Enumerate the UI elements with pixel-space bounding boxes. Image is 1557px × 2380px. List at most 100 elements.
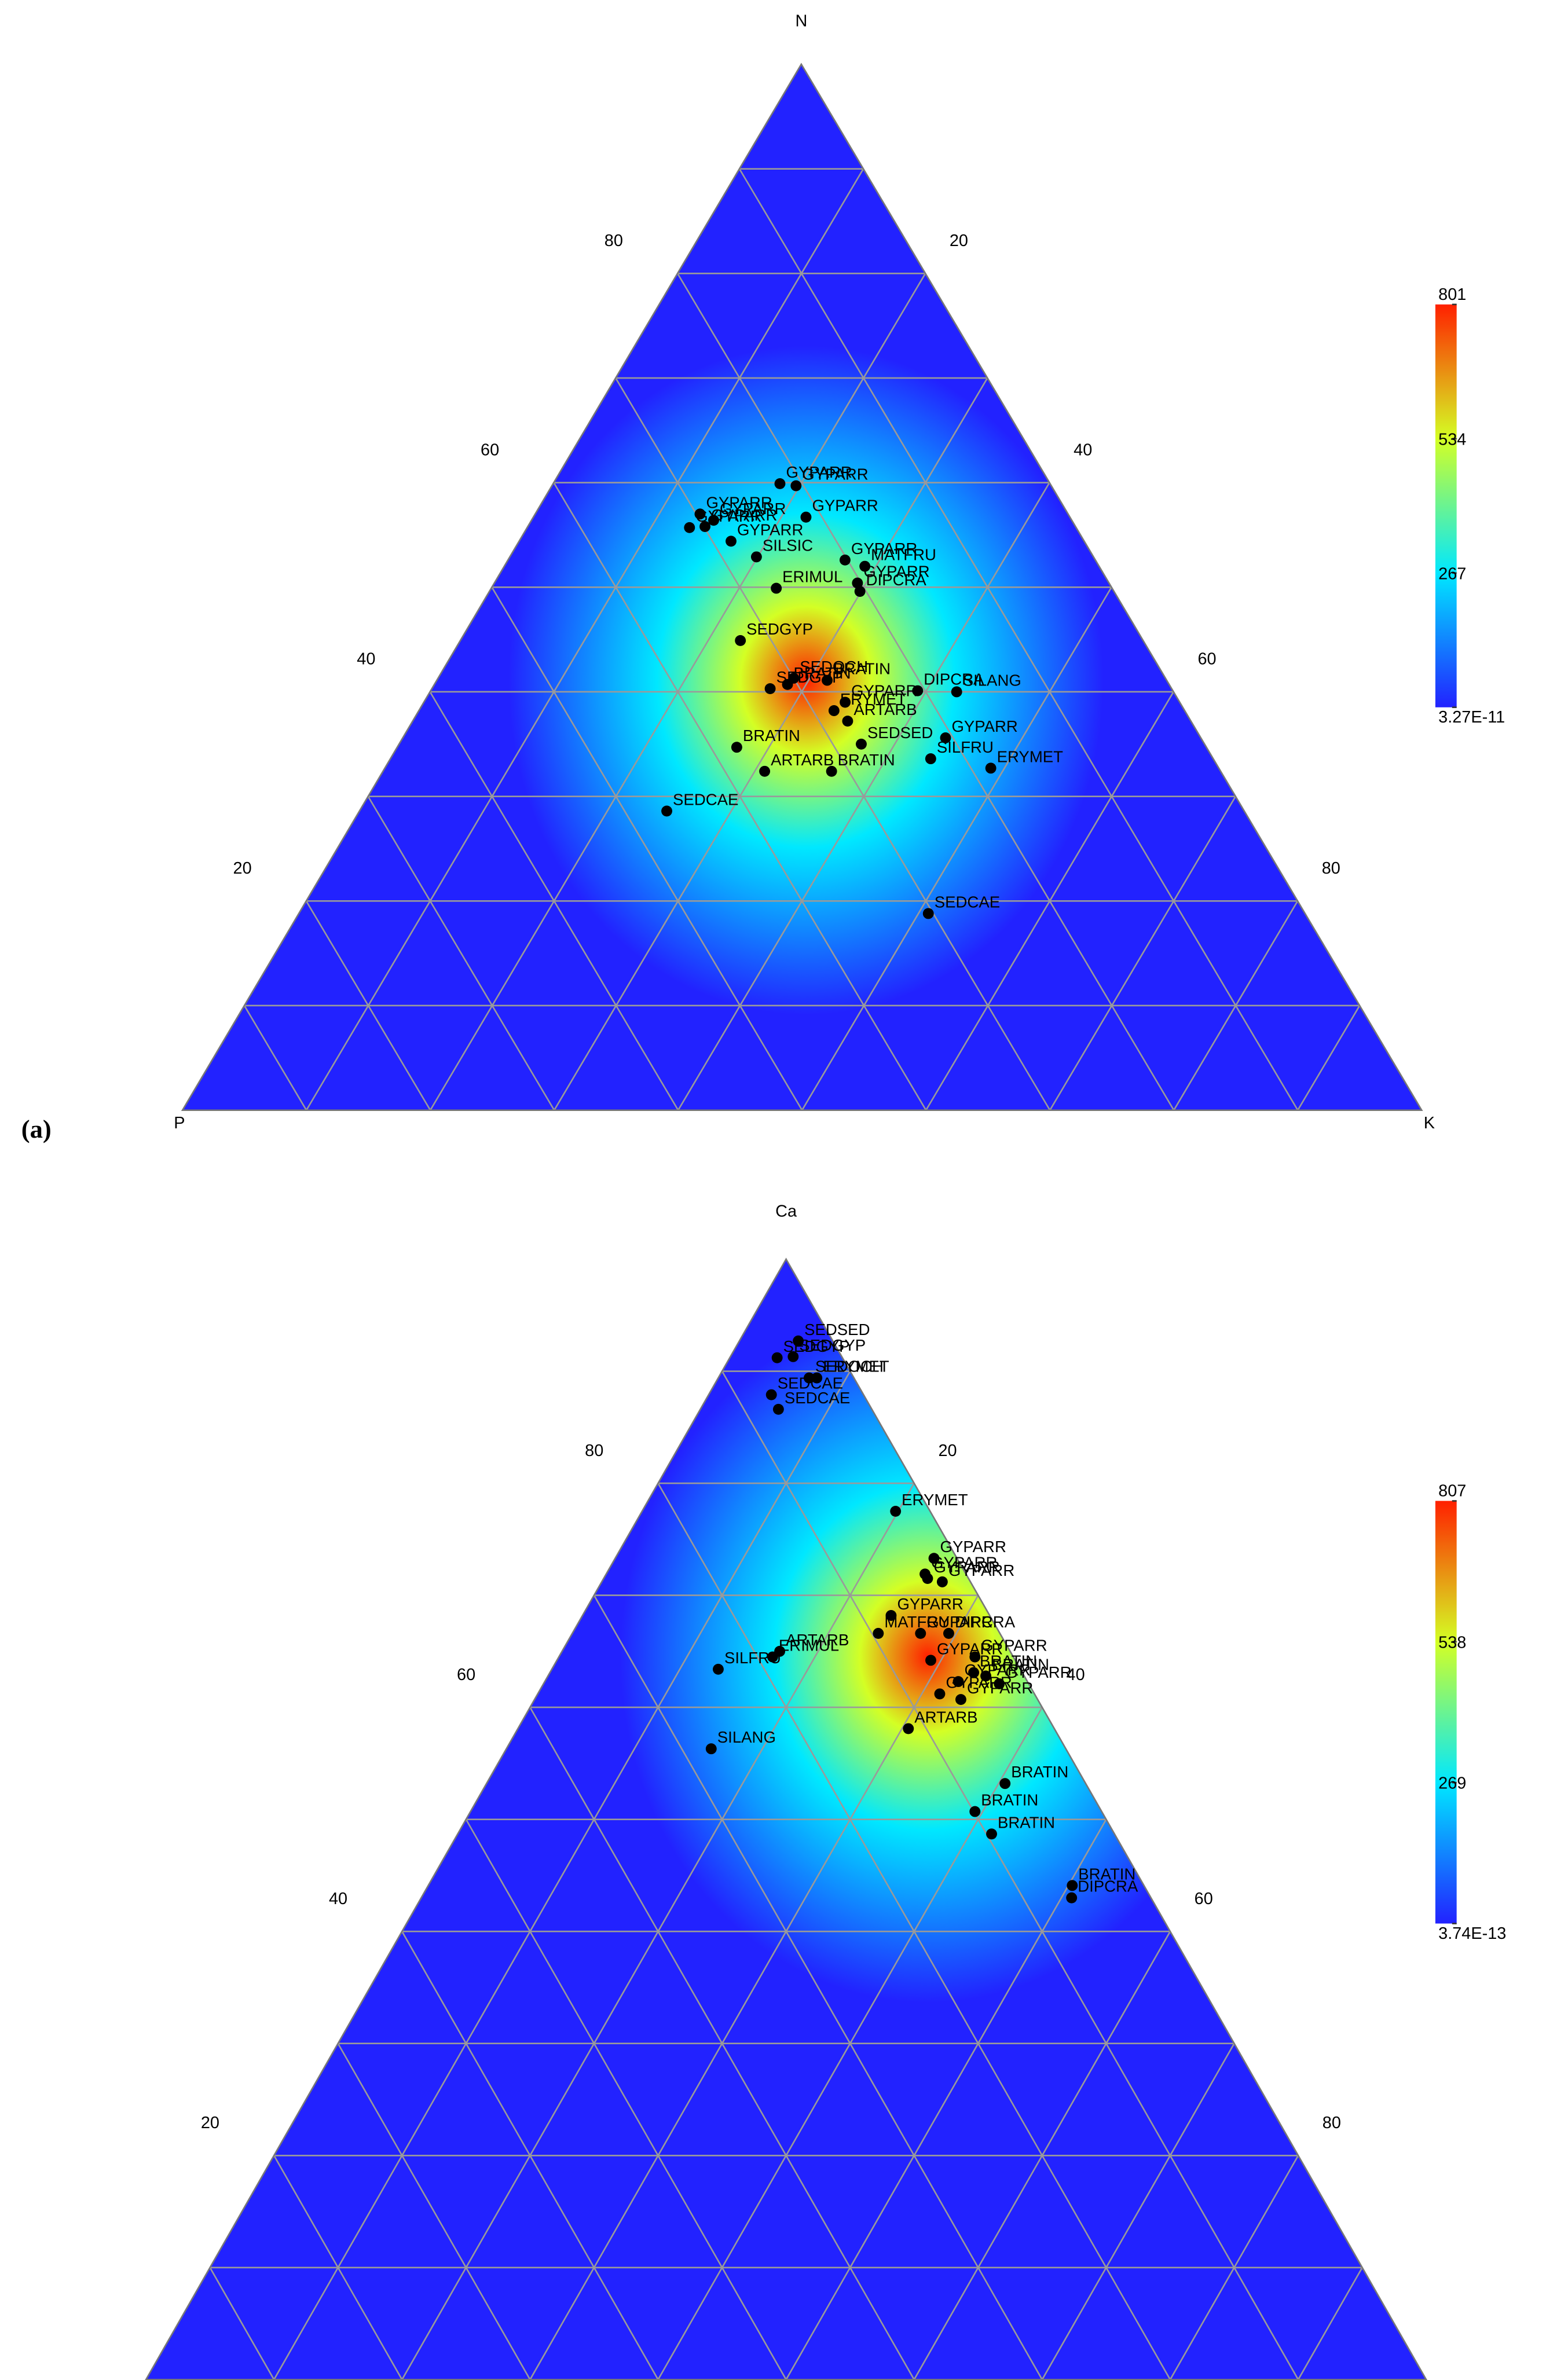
- data-point: [968, 1667, 980, 1678]
- grid-line: [1041, 2043, 1235, 2380]
- grid-line: [554, 377, 988, 1111]
- point-label: GYPARR: [897, 1595, 963, 1613]
- data-point: [925, 753, 936, 765]
- point-label: GYPARR: [706, 493, 772, 511]
- right-tick-label: 80: [1322, 2114, 1341, 2132]
- data-point: [787, 1351, 799, 1362]
- data-point: [854, 586, 866, 597]
- left-tick-label: 80: [585, 1442, 603, 1460]
- point-label: GYPARR: [948, 1561, 1014, 1579]
- left-tick-label: 60: [457, 1666, 475, 1684]
- point-label: SEDCAE: [778, 1374, 843, 1392]
- data-point: [985, 762, 997, 774]
- data-point: [859, 560, 871, 572]
- data-point: [928, 1553, 940, 1564]
- left-tick-label: 40: [329, 1890, 347, 1908]
- data-point: [890, 1505, 902, 1517]
- data-point: [934, 1688, 946, 1700]
- axis-label: P: [174, 1114, 185, 1132]
- point-label: SEDCAE: [935, 893, 1000, 911]
- data-point: [771, 582, 782, 594]
- ternary-frame: [145, 1257, 1428, 2380]
- data-point: [940, 732, 951, 743]
- point-label: DIPCRA: [1078, 1877, 1138, 1895]
- right-tick-label: 20: [938, 1442, 957, 1460]
- data-point: [1067, 1880, 1078, 1891]
- point-label: GYPARR: [937, 1640, 1003, 1657]
- data-point: [767, 1651, 778, 1663]
- data-point: [925, 1655, 936, 1666]
- point-label: SILANG: [717, 1728, 776, 1746]
- grid-line: [465, 1819, 787, 2380]
- data-point: [994, 1678, 1005, 1689]
- left-tick-label: 60: [481, 441, 499, 459]
- density-heatmap: [508, 346, 1104, 1015]
- colorbar-tick-label: 807: [1438, 1482, 1466, 1501]
- data-point: [822, 674, 833, 686]
- axis-label: K: [1424, 1114, 1435, 1132]
- point-label: SILFRU: [724, 1649, 781, 1667]
- point-label: SEDCAE: [785, 1389, 850, 1407]
- ternary-frame: [181, 63, 1423, 1111]
- point-label: GYPARR: [931, 1553, 997, 1571]
- point-label: GYPARR: [965, 1661, 1031, 1679]
- point-label: SEDOCH: [815, 1358, 884, 1376]
- data-point: [915, 1627, 926, 1639]
- grid-line: [491, 586, 803, 1111]
- data-point: [999, 1778, 1011, 1789]
- data-point: [951, 686, 962, 698]
- point-label: ARTARB: [853, 701, 917, 718]
- data-point: [771, 1352, 783, 1363]
- left-tick-label: 40: [357, 650, 375, 669]
- data-point: [803, 1372, 815, 1384]
- point-label: SEDGYP: [783, 1337, 850, 1355]
- data-point: [852, 577, 863, 589]
- data-point: [772, 1403, 784, 1415]
- point-label: ERIMUL: [782, 568, 842, 586]
- data-point: [922, 908, 934, 919]
- data-point: [782, 679, 793, 690]
- data-point: [661, 805, 673, 817]
- right-tick-label: 40: [1067, 1666, 1085, 1684]
- data-point: [811, 1372, 823, 1384]
- point-label: SEDGYP: [799, 1336, 866, 1354]
- point-label: ERIMUL: [779, 1637, 839, 1655]
- data-point: [826, 765, 837, 777]
- left-tick-label: 20: [233, 859, 252, 878]
- data-point: [764, 683, 776, 695]
- colorbar: [1435, 304, 1457, 707]
- point-label: ARTARB: [771, 751, 834, 769]
- point-label: GYPARR: [786, 463, 852, 481]
- point-label: GYPARR: [951, 717, 1017, 735]
- data-point: [873, 1627, 884, 1639]
- point-label: GYPARR: [851, 682, 917, 700]
- point-label: ARTARB: [786, 1631, 849, 1649]
- colorbar-tick-label: 267: [1438, 564, 1466, 583]
- grid-line: [306, 168, 864, 1111]
- point-label: SEDGYP: [776, 668, 843, 686]
- colorbar-tick-label: 534: [1438, 430, 1466, 449]
- data-point: [903, 1723, 914, 1734]
- colorbar-tick-label: 269: [1438, 1774, 1466, 1793]
- grid-line: [529, 1594, 979, 2380]
- axis-label: N: [795, 12, 807, 30]
- data-point: [980, 1670, 992, 1682]
- left-tick-label: 80: [605, 232, 623, 250]
- data-point: [986, 1828, 997, 1840]
- right-tick-label: 60: [1197, 650, 1216, 669]
- data-point: [694, 508, 706, 520]
- grid-line: [677, 273, 1175, 1111]
- data-point: [842, 716, 853, 727]
- point-label: DIPCRA: [866, 571, 927, 589]
- point-label: ARTARB: [914, 1708, 977, 1726]
- data-point: [750, 551, 762, 563]
- data-point: [705, 1743, 717, 1755]
- grid-line: [305, 900, 431, 1111]
- grid-line: [337, 2043, 531, 2380]
- data-point: [943, 1627, 954, 1639]
- grid-line: [615, 377, 1051, 1111]
- point-label: BRATIN: [992, 1655, 1049, 1673]
- grid-line: [209, 2267, 275, 2380]
- point-label: GYPARR: [812, 497, 878, 515]
- point-label: GYPARR: [933, 1558, 999, 1576]
